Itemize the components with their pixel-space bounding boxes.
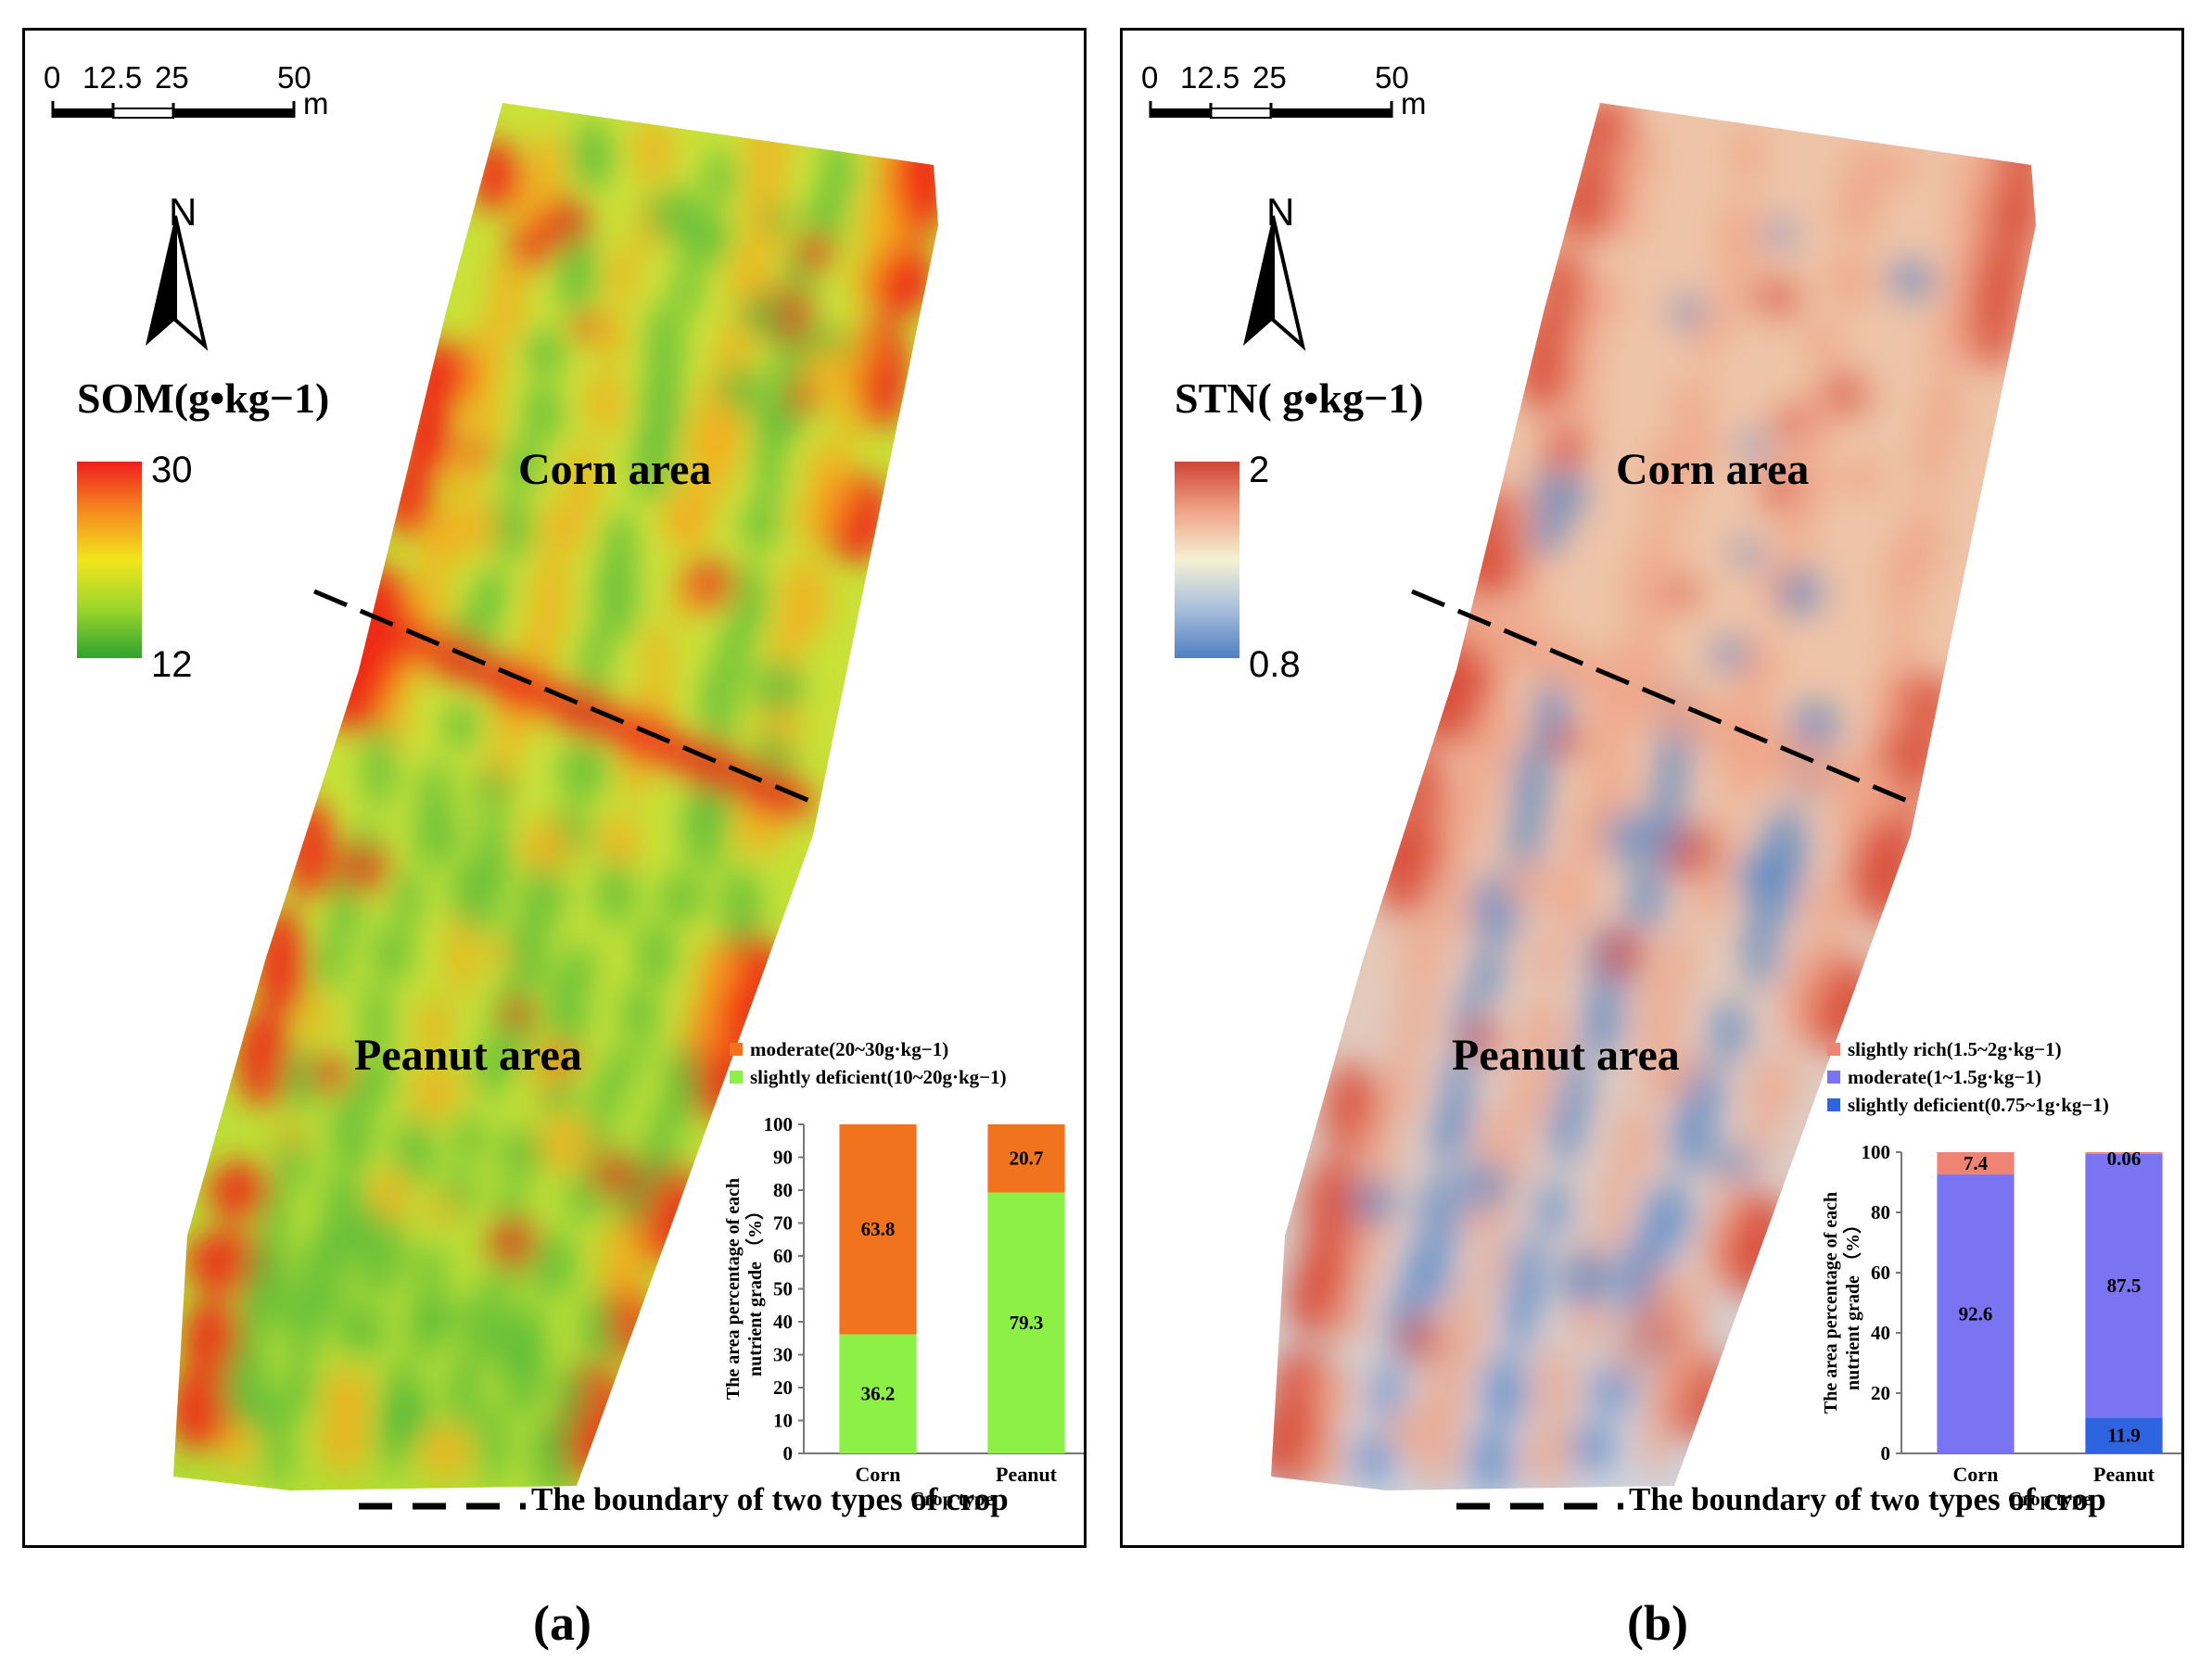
legend-entry: moderate(1~1.5g·kg−1) — [1848, 1066, 2041, 1088]
x-tick-label: Peanut — [2093, 1463, 2155, 1486]
scale-tick-25: 25 — [1252, 60, 1287, 95]
legend-title: STN( g•kg−1) — [1175, 374, 1424, 422]
y-axis-label: The area percentage of each nutrient grad… — [1821, 1192, 1863, 1414]
scale-tick-25: 25 — [155, 60, 189, 95]
scale-tick-12-5: 12.5 — [1180, 60, 1240, 95]
y-tick-label: 80 — [1871, 1201, 1890, 1224]
bar-segment — [839, 1124, 917, 1335]
corn-area-label: Corn area — [1616, 445, 1810, 494]
peanut-area-label: Peanut area — [1452, 1031, 1680, 1080]
data-label: 0.06 — [2107, 1148, 2142, 1170]
data-label: 79.3 — [1010, 1312, 1044, 1334]
y-tick-label: 100 — [764, 1113, 794, 1135]
field-map-b — [1271, 103, 2036, 1490]
y-tick-label: 60 — [773, 1245, 793, 1267]
legend-entry: slightly deficient(0.75~1g·kg−1) — [1848, 1094, 2109, 1116]
bar-segment — [1937, 1174, 2015, 1453]
crop-boundary-line — [313, 589, 821, 808]
data-label: 36.2 — [861, 1383, 896, 1405]
y-tick-label: 10 — [773, 1410, 793, 1432]
bar-chart-a: moderate(20~30g·kg−1) slightly deficient(… — [723, 1038, 1084, 1510]
x-tick-label: Peanut — [996, 1463, 1058, 1486]
scale-tick-0: 0 — [1141, 60, 1159, 95]
legend-min-value: 0.8 — [1249, 644, 1301, 685]
y-tick-label: 0 — [783, 1442, 794, 1465]
scale-tick-50: 50 — [277, 60, 311, 95]
y-tick-label: 20 — [773, 1376, 793, 1399]
boundary-legend-label: The boundary of two types of crop — [1629, 1481, 2106, 1517]
peanut-area-label: Peanut area — [354, 1031, 582, 1080]
legend-entry: slightly rich(1.5~2g·kg−1) — [1848, 1038, 2062, 1060]
y-tick-label: 90 — [773, 1147, 793, 1169]
corn-area-label: Corn area — [518, 445, 712, 494]
boundary-legend-dash-icon — [1456, 1503, 1623, 1510]
legend-max-value: 2 — [1249, 450, 1270, 490]
legend-swatch — [730, 1043, 743, 1056]
caption-b: (b) — [1627, 1595, 1688, 1651]
y-tick-label: 40 — [1871, 1322, 1890, 1344]
scale-tick-0: 0 — [44, 60, 61, 95]
north-arrow-icon — [146, 215, 209, 351]
legend-entry: slightly deficient(10~20g·kg−1) — [750, 1066, 1007, 1088]
legend-swatch — [730, 1071, 743, 1084]
legend-color-ramp — [1175, 462, 1239, 658]
x-axis-label: Crop type — [910, 1488, 994, 1510]
data-label: 87.5 — [2107, 1275, 2142, 1297]
y-tick-label: 50 — [773, 1278, 793, 1300]
legend-color-ramp — [77, 462, 142, 658]
bar-segment — [1937, 1152, 2015, 1175]
bar-segment — [2085, 1152, 2163, 1154]
y-tick-label: 70 — [773, 1212, 793, 1235]
scale-tick-12-5: 12.5 — [83, 60, 143, 95]
scale-unit: m — [1401, 86, 1427, 120]
data-label: 92.6 — [1959, 1303, 1993, 1325]
scale-bar — [51, 101, 296, 119]
legend-swatch — [1827, 1098, 1840, 1111]
y-tick-label: 30 — [773, 1344, 793, 1366]
legend-swatch — [1827, 1043, 1840, 1056]
field-map-a — [173, 103, 938, 1490]
bar-segment — [987, 1124, 1065, 1193]
scale-unit: m — [303, 86, 329, 120]
north-arrow-icon — [1243, 215, 1306, 351]
boundary-legend-dash-icon — [359, 1503, 526, 1510]
y-tick-label: 20 — [1871, 1382, 1890, 1404]
y-tick-label: 100 — [1862, 1141, 1891, 1163]
y-tick-label: 80 — [773, 1179, 793, 1201]
y-tick-label: 0 — [1881, 1442, 1891, 1465]
bar-segment — [2085, 1417, 2163, 1453]
legend-title: SOM(g•kg−1) — [77, 374, 330, 422]
legend-entry: moderate(20~30g·kg−1) — [750, 1038, 948, 1060]
bar-segment — [2085, 1153, 2163, 1418]
y-tick-label: 60 — [1871, 1262, 1890, 1284]
boundary-legend-label: The boundary of two types of crop — [531, 1481, 1009, 1517]
crop-boundary-line — [1411, 589, 1919, 808]
data-label: 7.4 — [1964, 1152, 1989, 1174]
y-tick-label: 40 — [773, 1311, 793, 1333]
x-tick-label: Corn — [856, 1463, 901, 1486]
map-panel-b: 0 12.5 25 50 m N STN( g•kg−1) 2 0.8 Corn… — [1120, 28, 2184, 1548]
data-label: 63.8 — [861, 1218, 896, 1240]
legend-min-value: 12 — [151, 644, 193, 685]
bar-segment — [839, 1334, 917, 1453]
map-panel-a: 0 12.5 25 50 m N SOM(g•kg−1) 30 12 Corn … — [22, 28, 1087, 1548]
data-label: 11.9 — [2107, 1425, 2141, 1447]
legend-max-value: 30 — [151, 450, 193, 490]
data-label: 20.7 — [1010, 1148, 1044, 1170]
x-axis-label: Crop type — [2008, 1488, 2091, 1510]
caption-a: (a) — [533, 1595, 591, 1651]
scale-bar — [1149, 101, 1393, 119]
y-axis-label: The area percentage of each nutrient grad… — [723, 1178, 766, 1400]
scale-tick-50: 50 — [1375, 60, 1409, 95]
x-tick-label: Corn — [1953, 1463, 1999, 1486]
bar-segment — [987, 1192, 1065, 1453]
legend-swatch — [1827, 1071, 1840, 1084]
bar-chart-b: slightly rich(1.5~2g·kg−1) moderate(1~1.5… — [1821, 1038, 2181, 1510]
